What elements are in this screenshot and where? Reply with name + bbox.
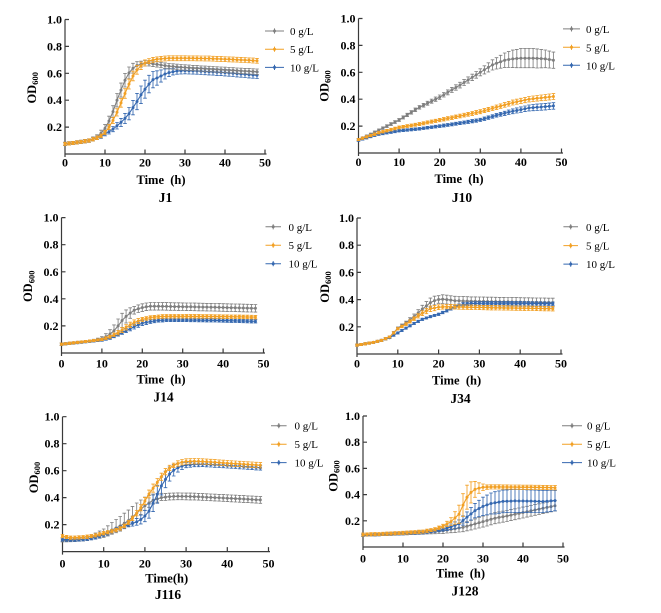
svg-text:0 g/L: 0 g/L (587, 421, 611, 433)
svg-text:1.0: 1.0 (47, 13, 62, 27)
svg-text:Time (h): Time (h) (436, 567, 485, 581)
svg-text:10: 10 (392, 357, 404, 371)
svg-text:10: 10 (397, 552, 409, 566)
svg-text:0: 0 (62, 156, 68, 170)
svg-text:0 g/L: 0 g/L (295, 421, 319, 433)
svg-text:0.8: 0.8 (45, 437, 60, 451)
svg-text:50: 50 (258, 357, 270, 371)
svg-text:0.8: 0.8 (339, 238, 354, 252)
svg-text:10 g/L: 10 g/L (586, 259, 615, 271)
svg-text:10: 10 (99, 156, 111, 170)
svg-text:0 g/L: 0 g/L (289, 222, 313, 234)
svg-text:Time (h): Time (h) (434, 172, 483, 186)
svg-text:20: 20 (433, 357, 445, 371)
svg-text:5 g/L: 5 g/L (586, 241, 610, 253)
svg-text:50: 50 (555, 357, 567, 371)
svg-text:20: 20 (136, 357, 148, 371)
svg-text:1.0: 1.0 (44, 211, 59, 225)
svg-text:0.8: 0.8 (47, 39, 62, 53)
svg-text:0.8: 0.8 (44, 238, 59, 252)
svg-text:0.2: 0.2 (44, 319, 59, 333)
svg-text:0 g/L: 0 g/L (290, 26, 314, 38)
svg-text:0.6: 0.6 (47, 66, 62, 80)
svg-text:50: 50 (259, 156, 271, 170)
svg-text:50: 50 (557, 552, 569, 566)
svg-text:10: 10 (96, 357, 108, 371)
svg-text:0.2: 0.2 (45, 518, 60, 532)
svg-text:0.6: 0.6 (345, 461, 360, 475)
svg-text:0.8: 0.8 (345, 435, 360, 449)
svg-text:10 g/L: 10 g/L (290, 62, 319, 74)
svg-text:0.4: 0.4 (44, 292, 59, 306)
svg-text:30: 30 (179, 156, 191, 170)
svg-text:5 g/L: 5 g/L (295, 439, 319, 451)
svg-text:50: 50 (263, 557, 275, 571)
svg-text:5 g/L: 5 g/L (586, 42, 610, 54)
svg-text:0 g/L: 0 g/L (586, 24, 610, 36)
svg-text:0.2: 0.2 (345, 514, 360, 528)
svg-text:J34: J34 (450, 391, 471, 406)
svg-text:20: 20 (139, 156, 151, 170)
svg-text:0: 0 (354, 357, 360, 371)
svg-text:20: 20 (434, 155, 446, 169)
svg-text:50: 50 (556, 155, 568, 169)
svg-text:0.2: 0.2 (339, 320, 354, 334)
svg-text:1.0: 1.0 (339, 211, 354, 225)
svg-text:0: 0 (59, 357, 65, 371)
svg-text:0.6: 0.6 (45, 464, 60, 478)
svg-text:40: 40 (221, 557, 233, 571)
svg-text:Time (h): Time (h) (432, 374, 481, 388)
svg-text:10 g/L: 10 g/L (289, 259, 318, 271)
svg-text:0.2: 0.2 (341, 119, 356, 133)
svg-text:10 g/L: 10 g/L (586, 60, 615, 72)
svg-text:J14: J14 (153, 390, 174, 405)
svg-text:10: 10 (98, 557, 110, 571)
svg-text:0.4: 0.4 (47, 93, 62, 107)
svg-text:0: 0 (360, 552, 366, 566)
svg-text:0.4: 0.4 (341, 92, 356, 106)
svg-text:J128: J128 (452, 584, 479, 599)
svg-text:J10: J10 (452, 190, 473, 205)
svg-text:0.6: 0.6 (341, 65, 356, 79)
svg-text:40: 40 (219, 156, 231, 170)
svg-text:40: 40 (515, 155, 527, 169)
svg-text:5 g/L: 5 g/L (587, 439, 611, 451)
svg-text:20: 20 (437, 552, 449, 566)
svg-text:1.0: 1.0 (341, 12, 356, 26)
svg-text:30: 30 (180, 557, 192, 571)
svg-text:1.0: 1.0 (345, 409, 360, 423)
svg-text:20: 20 (139, 557, 151, 571)
svg-text:Time(h): Time(h) (145, 572, 188, 586)
svg-text:Time (h): Time (h) (136, 373, 185, 387)
svg-text:0.4: 0.4 (339, 293, 354, 307)
svg-text:0.6: 0.6 (44, 265, 59, 279)
svg-text:40: 40 (217, 357, 229, 371)
svg-text:10 g/L: 10 g/L (587, 458, 616, 470)
svg-text:0: 0 (60, 557, 66, 571)
svg-text:0: 0 (356, 155, 362, 169)
svg-text:30: 30 (474, 155, 486, 169)
svg-text:5 g/L: 5 g/L (289, 240, 313, 252)
svg-text:30: 30 (473, 357, 485, 371)
svg-text:5 g/L: 5 g/L (290, 44, 314, 56)
svg-text:40: 40 (514, 357, 526, 371)
svg-text:0.4: 0.4 (345, 488, 360, 502)
svg-text:30: 30 (477, 552, 489, 566)
svg-text:0.6: 0.6 (339, 265, 354, 279)
svg-text:0.2: 0.2 (47, 120, 62, 134)
svg-text:1.0: 1.0 (45, 410, 60, 424)
svg-text:0 g/L: 0 g/L (586, 222, 610, 234)
svg-text:10 g/L: 10 g/L (295, 458, 324, 470)
svg-text:30: 30 (177, 357, 189, 371)
svg-text:10: 10 (393, 155, 405, 169)
svg-text:Time (h): Time (h) (136, 173, 185, 187)
svg-text:0.8: 0.8 (341, 38, 356, 52)
svg-text:0.4: 0.4 (45, 491, 60, 505)
svg-text:J116: J116 (155, 587, 182, 602)
svg-text:J1: J1 (159, 190, 173, 205)
svg-text:40: 40 (517, 552, 529, 566)
